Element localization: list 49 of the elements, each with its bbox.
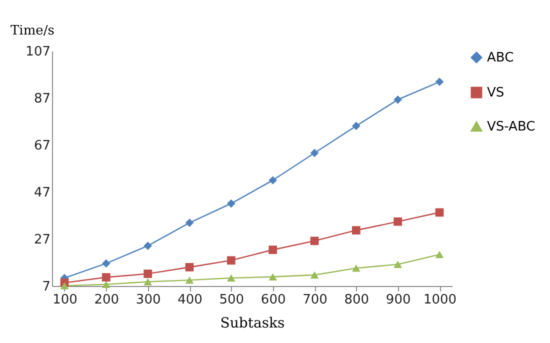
point: [310, 148, 319, 158]
legend-label: VS-ABC: [487, 120, 536, 134]
point: [435, 250, 444, 258]
point: [268, 176, 278, 184]
x-tick-label: 200: [94, 292, 120, 308]
point: [102, 273, 110, 282]
point: [226, 199, 236, 208]
point: [185, 263, 194, 272]
y-tick-label: 67: [34, 138, 50, 154]
y-tick-label: 107: [26, 44, 50, 60]
y-tick-label: 47: [34, 186, 50, 200]
point: [144, 270, 152, 278]
point: [435, 78, 444, 86]
x-tick-label: 600: [260, 292, 286, 308]
x-tick-label: 1000: [423, 292, 457, 308]
point: [268, 246, 278, 254]
point: [394, 95, 402, 104]
y-axis-title: Time/s: [10, 24, 54, 38]
point: [144, 278, 152, 286]
point: [352, 226, 360, 234]
y-tick-label: 27: [34, 232, 50, 248]
point: [268, 273, 278, 280]
x-tick-label: 900: [386, 292, 411, 308]
point: [394, 260, 402, 268]
point: [102, 280, 110, 288]
x-tick-label: 700: [302, 292, 328, 308]
x-tick-label: 500: [219, 292, 244, 308]
point: [226, 274, 236, 282]
legend-label: VS: [487, 86, 504, 100]
point: [310, 271, 319, 279]
x-tick-label: 400: [178, 292, 202, 308]
point: [394, 217, 402, 226]
point: [352, 264, 360, 272]
x-tick-label: 100: [52, 292, 78, 308]
point: [185, 218, 194, 227]
point: [310, 236, 319, 246]
x-tick-label: 800: [344, 292, 370, 308]
point: [185, 276, 194, 284]
point: [144, 242, 152, 250]
legend-label: ABC: [487, 50, 514, 66]
point: [226, 256, 236, 265]
y-tick-label: 87: [34, 92, 50, 106]
point: [352, 122, 360, 130]
y-tick-label: 7: [42, 280, 50, 294]
x-axis-title: Subtasks: [220, 316, 285, 332]
x-tick-label: 300: [136, 292, 161, 308]
point: [435, 208, 444, 217]
point: [60, 282, 69, 290]
point: [102, 259, 110, 268]
